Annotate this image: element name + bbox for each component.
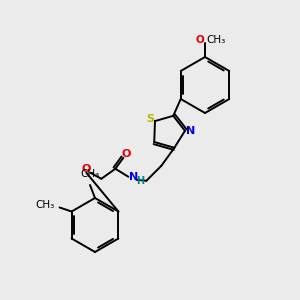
- Text: CH₃: CH₃: [35, 200, 55, 209]
- Text: O: O: [122, 149, 131, 159]
- Text: O: O: [195, 35, 204, 45]
- Text: H: H: [136, 176, 144, 186]
- Text: N: N: [129, 172, 138, 182]
- Text: CH₃: CH₃: [206, 35, 225, 45]
- Text: S: S: [146, 114, 154, 124]
- Text: CH₃: CH₃: [80, 169, 100, 179]
- Text: O: O: [82, 164, 91, 174]
- Text: N: N: [186, 126, 196, 136]
